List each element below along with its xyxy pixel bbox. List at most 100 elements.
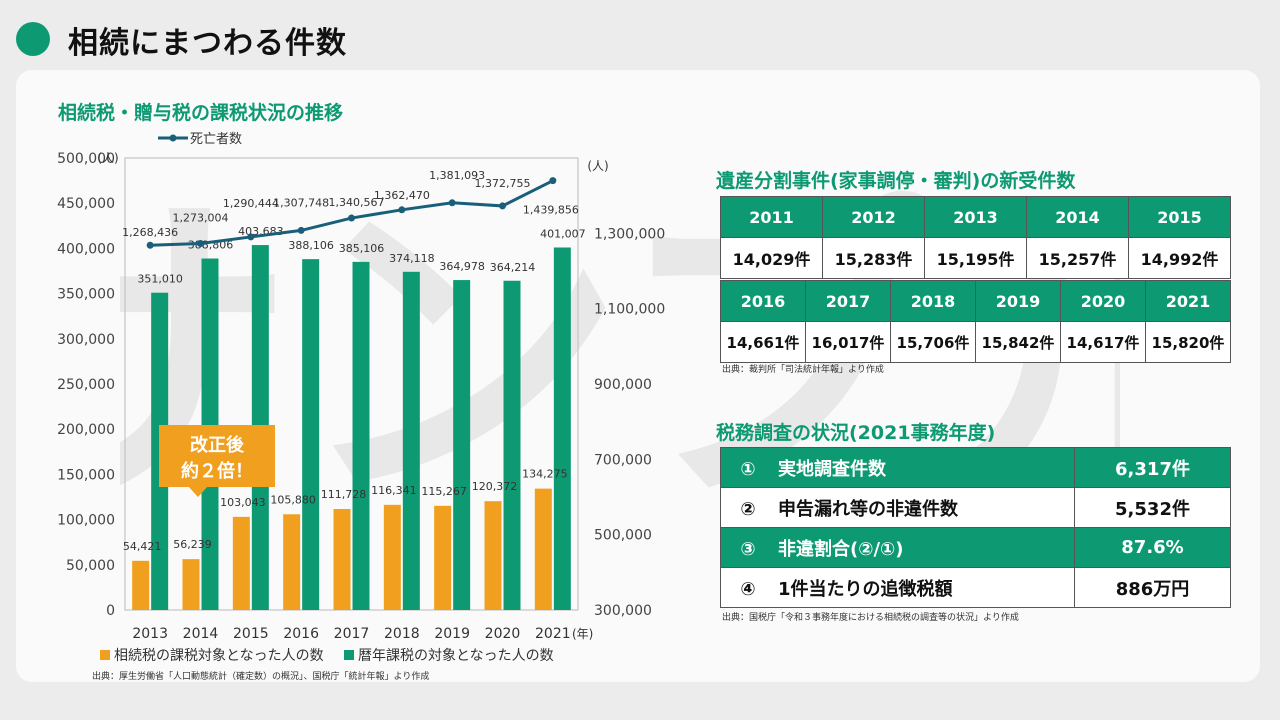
year-cell: 2013 [924, 196, 1027, 238]
row-value: 6,317件 [1074, 447, 1231, 488]
count-cell: 14,029件 [720, 237, 823, 279]
bar-gift-taxpayers [553, 247, 571, 610]
bar-inheritance-taxpayers [534, 488, 552, 610]
year-cell: 2015 [1128, 196, 1231, 238]
line-deaths-point [197, 240, 204, 248]
bar-inheritance-data-label: 116,341 [371, 484, 417, 497]
y-left-tick-label: 400,000 [57, 241, 115, 257]
bar-inheritance-taxpayers [383, 504, 401, 610]
y-right-tick-label: 1,100,000 [594, 302, 665, 318]
chart-title: 相続税・贈与税の課税状況の推移 [58, 102, 344, 124]
year-cell: 2021 [1145, 280, 1231, 322]
bar-gift-data-label: 401,007 [540, 227, 586, 240]
y-left-tick-label: 0 [106, 603, 115, 619]
y-right-tick-label: 500,000 [594, 528, 652, 544]
chart-source: 出典：厚生労働省「人口動態統計（確定数）の概況」、国税庁「統計年報」より作成 [92, 672, 430, 682]
callout-line-2: 約２倍！ [181, 460, 253, 482]
year-cell: 2019 [975, 280, 1061, 322]
bar-gift-taxpayers [453, 280, 471, 610]
line-deaths-data-label: 1,439,856 [523, 204, 579, 217]
y-right-tick-label: 1,300,000 [594, 226, 665, 242]
line-deaths-point [297, 226, 305, 234]
y-left-unit: (人) [97, 151, 118, 165]
x-tick-label: 2021 [535, 626, 571, 642]
y-left-tick-label: 200,000 [57, 422, 115, 438]
row-label: 1件当たりの追徴税額 [778, 578, 953, 600]
bar-gift-taxpayers [402, 271, 420, 610]
bar-gift-data-label: 364,978 [439, 260, 485, 273]
count-cell: 14,992件 [1128, 237, 1231, 279]
division-source: 出典：裁判所「司法統計年報」より作成 [722, 365, 884, 375]
table-row: ① 実地調査件数 6,317件 [720, 447, 1231, 488]
y-left-tick-label: 50,000 [66, 558, 115, 574]
row-number: ③ [740, 538, 756, 560]
count-cell: 15,257件 [1026, 237, 1129, 279]
bar-gift-taxpayers [503, 280, 521, 610]
line-deaths-point [549, 177, 557, 185]
legend-inheritance-swatch [100, 650, 110, 660]
y-left-tick-label: 100,000 [57, 513, 115, 529]
x-tick-label: 2018 [384, 626, 420, 642]
x-tick-label: 2019 [434, 626, 470, 642]
y-left-tick-label: 500,000 [57, 151, 115, 167]
legend-gift-swatch [344, 650, 354, 660]
row-number: ④ [740, 578, 756, 600]
year-cell: 2014 [1026, 196, 1129, 238]
page-title: 相続にまつわる件数 [68, 26, 347, 61]
row-value: 5,532件 [1074, 487, 1231, 528]
bar-inheritance-taxpayers [484, 501, 502, 610]
line-deaths-point [146, 241, 154, 249]
x-tick-label: 2013 [132, 626, 168, 642]
bar-inheritance-data-label: 111,728 [321, 488, 367, 501]
bar-gift-data-label: 364,214 [490, 261, 536, 274]
callout-line-1: 改正後 [190, 434, 245, 456]
line-deaths-point [398, 206, 406, 214]
bar-gift-data-label: 374,118 [389, 252, 435, 265]
x-tick-label: 2014 [183, 626, 219, 642]
year-cell: 2016 [720, 280, 806, 322]
x-tick-label: 2016 [283, 626, 319, 642]
line-deaths-data-label: 1,290,444 [223, 197, 279, 210]
division-title: 遺産分割事件(家事調停・審判)の新受件数 [716, 170, 1076, 192]
row-label: 申告漏れ等の非違件数 [778, 498, 958, 520]
callout-pointer [188, 486, 208, 497]
tax-status-chart: 0 50,000 100,000 150,000 200,000 250,000 300,0… [57, 132, 665, 664]
bar-inheritance-data-label: 134,275 [522, 468, 568, 481]
table-row: ③ 非違割合(②/①) 87.6% [720, 527, 1231, 568]
tax-audit-table: ① 実地調査件数 6,317件 ② 申告漏れ等の非違件数 5,532件 ③ 非違割合(… [720, 447, 1231, 608]
row-value: 886万円 [1074, 567, 1231, 608]
bar-gift-data-label: 351,010 [137, 273, 183, 286]
bar-inheritance-taxpayers [283, 514, 301, 610]
line-deaths-point [247, 233, 255, 241]
count-cell: 15,820件 [1145, 321, 1231, 363]
line-deaths-data-label: 1,273,004 [173, 212, 229, 225]
x-tick-label: 2017 [334, 626, 370, 642]
line-deaths-point [448, 199, 456, 207]
count-cell: 15,842件 [975, 321, 1061, 363]
table-row: ② 申告漏れ等の非違件数 5,532件 [720, 487, 1231, 528]
legend-deaths-label: 死亡者数 [190, 132, 242, 147]
count-cell: 15,195件 [924, 237, 1027, 279]
legend-inheritance-label: 相続税の課税対象となった人の数 [114, 647, 324, 664]
tax-audit-source: 出典：国税庁「令和３事務年度における相続税の調査等の状況」より作成 [722, 613, 1019, 623]
bar-inheritance-data-label: 103,043 [220, 496, 266, 509]
row-label: 非違割合(②/①) [778, 538, 904, 560]
year-cell: 2018 [890, 280, 976, 322]
bar-inheritance-data-label: 120,372 [472, 480, 518, 493]
bar-inheritance-data-label: 105,880 [270, 493, 316, 506]
x-unit: (年) [572, 627, 593, 641]
y-right-tick-label: 300,000 [594, 603, 652, 619]
line-deaths-data-label: 1,362,470 [374, 189, 430, 202]
line-deaths-data-label: 1,307,748 [273, 196, 329, 209]
line-deaths-data-label: 1,372,755 [475, 177, 531, 190]
table-row: ④ 1件当たりの追徴税額 886万円 [720, 567, 1231, 608]
y-left-tick-label: 300,000 [57, 332, 115, 348]
bar-inheritance-data-label: 115,267 [421, 485, 467, 498]
line-deaths-data-label: 1,268,436 [122, 226, 178, 239]
title-bullet [16, 22, 50, 56]
count-cell: 16,017件 [805, 321, 891, 363]
legend-gift-label: 暦年課税の対象となった人の数 [358, 648, 554, 664]
row-number: ② [740, 498, 756, 520]
bar-gift-data-label: 385,106 [339, 242, 385, 255]
line-deaths-point [348, 214, 355, 222]
